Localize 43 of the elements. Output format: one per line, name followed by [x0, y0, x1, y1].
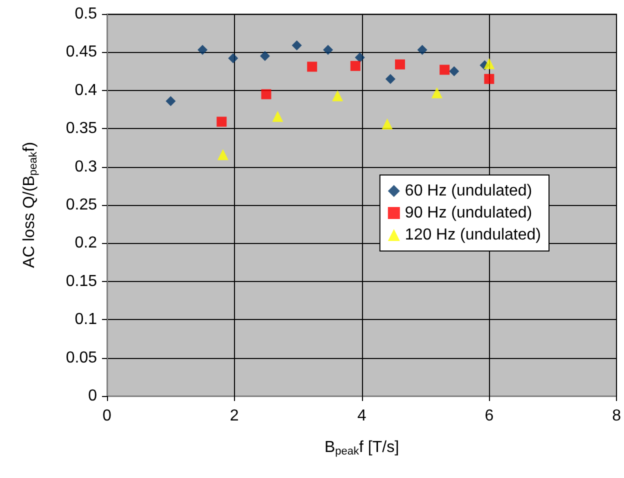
point [332, 90, 344, 102]
point [350, 60, 360, 71]
point [382, 118, 393, 130]
y-tick-label: 0.25 [66, 196, 98, 214]
point [394, 59, 405, 70]
point [449, 66, 460, 76]
point [198, 44, 208, 55]
point [484, 58, 495, 70]
x-tick-label: 6 [484, 408, 494, 424]
point [261, 89, 272, 100]
y-tick-label: 0.4 [74, 82, 98, 99]
legend-label: 60 Hz (undulated) [404, 182, 532, 200]
point [385, 74, 396, 84]
point [417, 44, 428, 55]
point [228, 53, 238, 64]
point [217, 149, 228, 160]
x-tick-label: 4 [357, 408, 366, 424]
y-tick-label: 0.35 [66, 120, 98, 138]
point [260, 51, 270, 62]
x-tick-label: 0 [102, 408, 112, 424]
point [431, 87, 442, 98]
y-tick-label: 0.45 [66, 44, 98, 61]
point [354, 52, 365, 63]
y-tick-label: 0 [88, 388, 98, 404]
y-tick-label: 0.3 [74, 158, 98, 176]
point [166, 96, 176, 106]
y-tick-label: 0.05 [66, 349, 98, 366]
point [292, 40, 302, 50]
x-tick-label: 2 [230, 408, 239, 424]
point [216, 116, 227, 127]
point [307, 62, 318, 72]
y-tick-label: 0.5 [74, 6, 98, 22]
legend-label: 120 Hz (undulated) [404, 226, 542, 244]
y-tick-label: 0.15 [66, 272, 98, 290]
point [323, 44, 334, 55]
x-tick-label: 8 [612, 408, 622, 424]
y-tick-label: 0.2 [74, 234, 98, 252]
y-axis-title: AC loss Q/(Bpeakf) [21, 142, 40, 268]
point [484, 74, 494, 84]
y-tick-label: 0.1 [74, 311, 98, 328]
point [440, 64, 450, 75]
point [272, 110, 284, 122]
legend-label: 90 Hz (undulated) [404, 204, 532, 222]
